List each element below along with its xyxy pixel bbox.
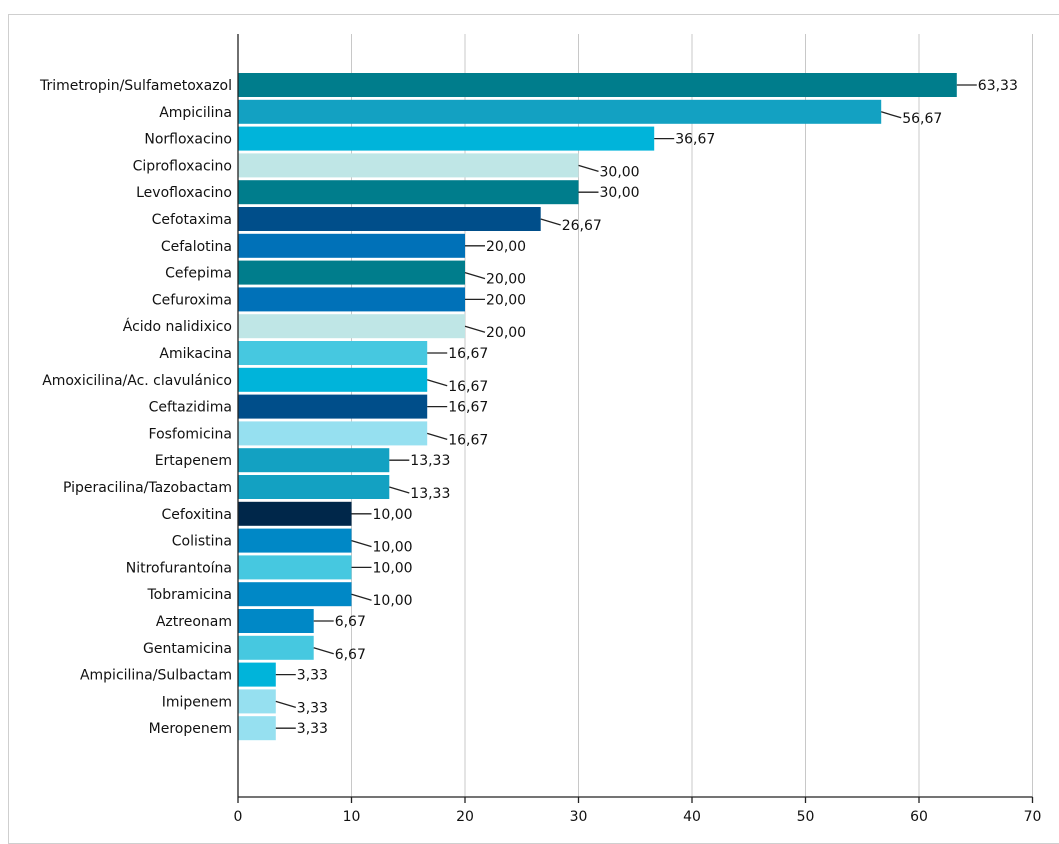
data-label: 56,67 <box>902 111 942 127</box>
data-label: 20,00 <box>486 292 526 308</box>
data-label: 26,67 <box>562 218 602 234</box>
data-label: 10,00 <box>373 560 413 576</box>
bar-7 <box>238 260 465 285</box>
category-label: Ertapenem <box>155 453 232 469</box>
category-label: Levofloxacino <box>136 185 232 201</box>
category-label: Cefalotina <box>161 239 232 255</box>
leader-line <box>427 379 448 387</box>
leader-line <box>351 593 372 601</box>
leader-line <box>313 647 334 655</box>
category-label: Trimetropin/Sulfametoxazol <box>39 78 232 94</box>
bar-19 <box>238 582 352 607</box>
category-label: Colistina <box>172 534 232 550</box>
data-label: 16,67 <box>448 379 488 395</box>
bar-10 <box>238 341 428 365</box>
leader-line <box>464 271 486 280</box>
category-label: Ciprofloxacino <box>133 158 232 174</box>
category-label: Cefoxitina <box>162 507 232 523</box>
leader-line <box>578 164 599 173</box>
category-label: Ceftazidima <box>149 400 232 416</box>
x-tick-label: 60 <box>910 809 928 825</box>
category-label: Norfloxacino <box>144 132 232 148</box>
bar-11 <box>238 367 428 392</box>
leader-line <box>389 486 410 494</box>
data-label: 3,33 <box>297 721 328 737</box>
category-label: Ampicilina/Sulbactam <box>80 668 232 684</box>
bar-6 <box>238 233 465 258</box>
x-tick-label: 10 <box>343 809 361 825</box>
x-tick-label: 40 <box>683 809 701 825</box>
leader-line <box>351 539 372 548</box>
data-label: 13,33 <box>410 486 450 502</box>
data-label: 30,00 <box>600 164 640 180</box>
category-label: Ácido nalidixico <box>123 318 232 335</box>
bar-4 <box>238 180 579 205</box>
leader-line <box>881 111 902 119</box>
category-label: Nitrofurantoína <box>126 560 232 576</box>
category-label: Meropenem <box>149 721 232 737</box>
bar-21 <box>238 635 314 660</box>
data-label: 20,00 <box>486 272 526 288</box>
category-label: Cefotaxima <box>152 212 232 228</box>
leader-line <box>540 218 561 226</box>
category-label: Aztreonam <box>156 614 232 630</box>
bar-9 <box>238 314 465 339</box>
x-tick-label: 50 <box>797 809 815 825</box>
x-tick-label: 0 <box>234 809 243 825</box>
bar-8 <box>238 287 465 312</box>
bar-18 <box>238 555 352 580</box>
data-label: 3,33 <box>297 700 328 716</box>
data-label: 20,00 <box>486 325 526 341</box>
data-label: 16,67 <box>448 432 488 448</box>
data-label: 10,00 <box>373 540 413 556</box>
category-label: Gentamicina <box>143 641 232 657</box>
category-label: Piperacilina/Tazobactam <box>63 480 232 496</box>
bar-3 <box>238 153 579 178</box>
category-label: Tobramicina <box>146 587 232 603</box>
bar-15 <box>238 475 390 499</box>
bar-0 <box>238 73 957 97</box>
bar-14 <box>238 448 390 473</box>
bar-20 <box>238 609 314 633</box>
data-label: 6,67 <box>335 647 366 663</box>
category-label: Imipenem <box>162 694 232 710</box>
leader-line <box>464 325 486 333</box>
bar-24 <box>238 716 276 741</box>
data-label: 20,00 <box>486 239 526 255</box>
bar-1 <box>238 99 882 124</box>
data-label: 10,00 <box>373 507 413 523</box>
bar-17 <box>238 528 352 553</box>
bar-5 <box>238 207 541 231</box>
category-label: Amoxicilina/Ac. clavulánico <box>42 373 232 389</box>
data-label: 30,00 <box>600 185 640 201</box>
data-label: 13,33 <box>410 453 450 469</box>
category-label: Cefuroxima <box>152 292 232 308</box>
data-label: 16,67 <box>448 400 488 416</box>
x-tick-label: 70 <box>1024 809 1042 825</box>
leader-line <box>275 700 296 709</box>
bar-2 <box>238 126 655 151</box>
x-tick-label: 30 <box>570 809 588 825</box>
x-tick-label: 20 <box>456 809 474 825</box>
data-label: 10,00 <box>373 593 413 609</box>
data-label: 3,33 <box>297 668 328 684</box>
bar-23 <box>238 689 276 714</box>
data-label: 63,33 <box>978 78 1018 94</box>
bar-22 <box>238 662 276 687</box>
data-label: 16,67 <box>448 346 488 362</box>
bar-12 <box>238 394 428 419</box>
category-label: Fosfomicina <box>149 426 232 442</box>
category-label: Amikacina <box>159 346 232 362</box>
leader-line <box>427 432 448 441</box>
bar-16 <box>238 501 352 526</box>
category-label: Ampicilina <box>159 105 232 121</box>
bar-13 <box>238 421 428 446</box>
data-label: 6,67 <box>335 614 366 630</box>
data-label: 36,67 <box>675 132 715 148</box>
category-label: Cefepima <box>165 266 232 282</box>
